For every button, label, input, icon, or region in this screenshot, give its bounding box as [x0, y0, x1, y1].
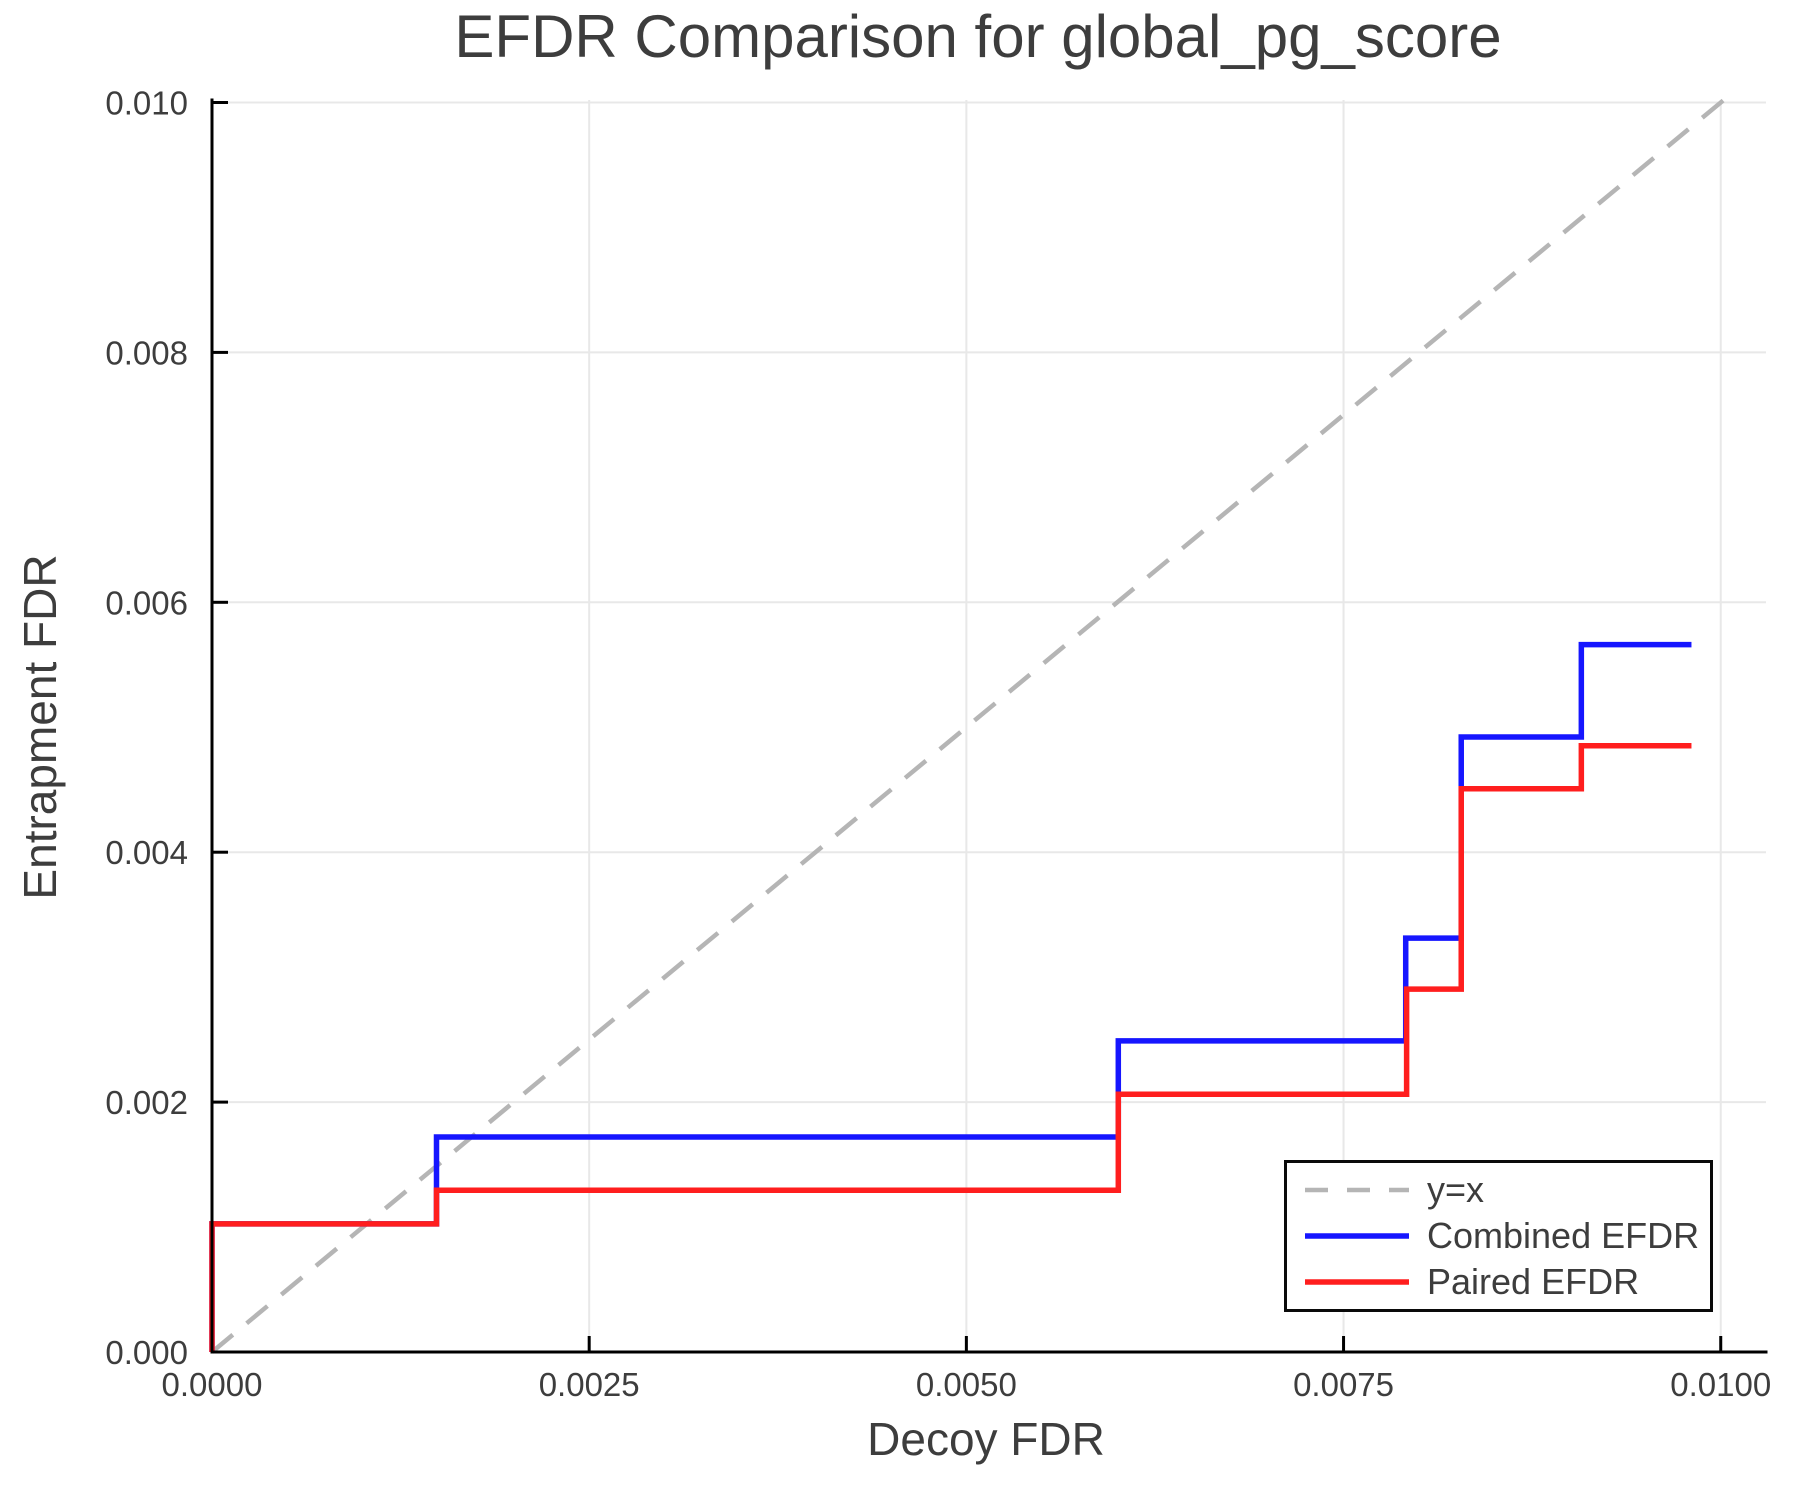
y-tick-label: 0.004 — [105, 834, 188, 871]
series-line-paired-efdr — [209, 742, 1692, 1352]
x-tick-label: 0.0000 — [162, 1366, 263, 1403]
y-tick-label: 0.010 — [105, 84, 188, 121]
legend-label-combined-efdr: Combined EFDR — [1427, 1215, 1700, 1256]
x-tick-label: 0.0075 — [1293, 1366, 1394, 1403]
x-tick-label: 0.0100 — [1670, 1366, 1771, 1403]
legend-item-yx: y=x — [1303, 1168, 1710, 1212]
grid-layer — [212, 100, 1766, 1352]
y-tick-label: 0.006 — [105, 584, 188, 621]
tick-label-layer: 0.0000 0.0025 0.0050 0.0075 0.0100 0.000 0.002… — [105, 84, 1771, 1403]
y-tick-label: 0.008 — [105, 334, 188, 371]
line-layer — [209, 98, 1726, 1354]
reference-line-yx — [210, 98, 1726, 1354]
blue-line-sample-icon — [1305, 1233, 1409, 1239]
x-tick-label: 0.0050 — [916, 1366, 1017, 1403]
y-axis-label: Entrapment FDR — [14, 554, 66, 900]
x-tick-label: 0.0025 — [539, 1366, 640, 1403]
chart-title: EFDR Comparison for global_pg_score — [454, 3, 1502, 70]
legend-label-yx: y=x — [1427, 1169, 1485, 1210]
legend-label-paired-efdr: Paired EFDR — [1427, 1261, 1640, 1302]
y-tick-label: 0.002 — [105, 1084, 188, 1121]
x-axis-label: Decoy FDR — [867, 1413, 1105, 1465]
legend: y=x Combined EFDR Paired EFDR — [1284, 1160, 1713, 1312]
axis-layer — [210, 98, 1768, 1354]
red-line-sample-icon — [1305, 1279, 1409, 1285]
legend-item-paired-efdr: Paired EFDR — [1303, 1260, 1710, 1304]
y-tick-label: 0.000 — [105, 1334, 188, 1371]
dashed-line-sample-icon — [1305, 1187, 1409, 1193]
legend-item-combined-efdr: Combined EFDR — [1303, 1214, 1710, 1258]
